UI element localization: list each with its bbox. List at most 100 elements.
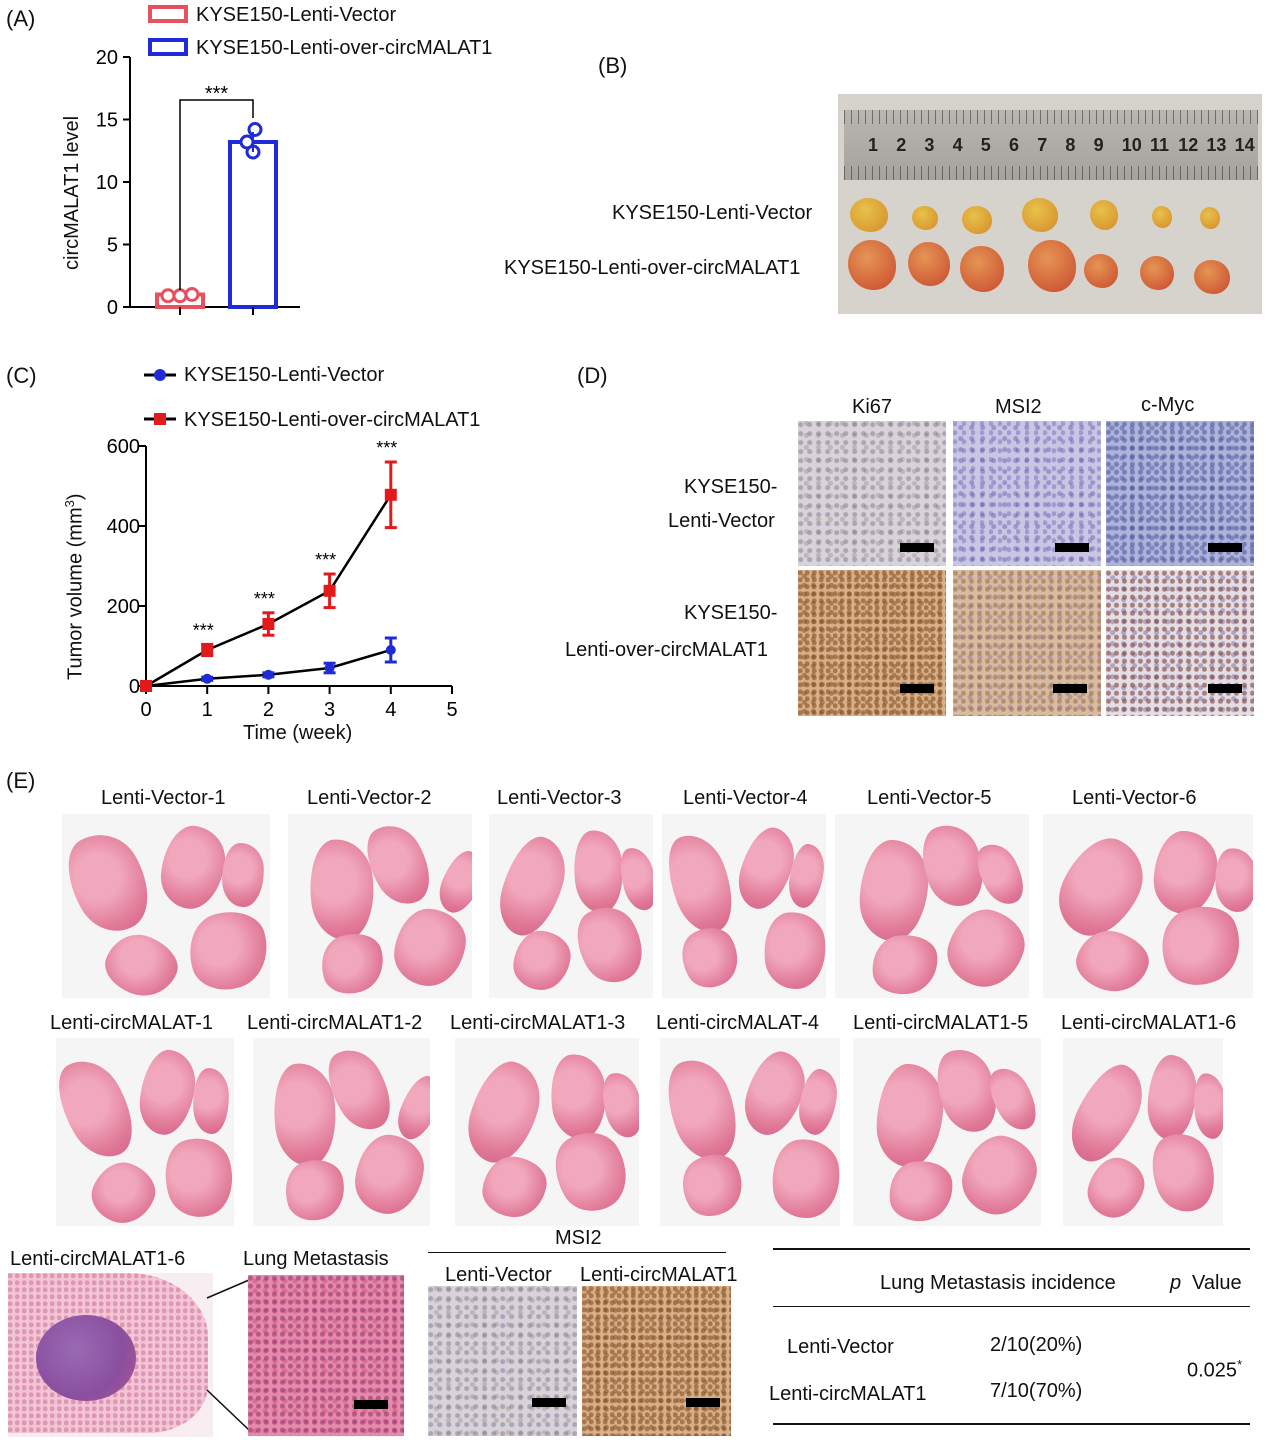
lung-lobe bbox=[569, 826, 629, 916]
zoom-connector-lines bbox=[206, 1279, 250, 1431]
data-point bbox=[160, 288, 176, 304]
lung-lobe bbox=[155, 1129, 234, 1225]
y-axis-label-c: Tumor volume (mm3) bbox=[62, 493, 87, 680]
ihc-vector-msi2 bbox=[953, 421, 1101, 566]
lung-label-circ-3: Lenti-circMALAT1-3 bbox=[450, 1012, 626, 1034]
lung-label-circ-4: Lenti-circMALAT-4 bbox=[656, 1012, 820, 1034]
ihc-over-cmyc bbox=[1106, 570, 1254, 716]
tumor-vector bbox=[1022, 198, 1058, 232]
ruler-number: 1 bbox=[868, 135, 879, 155]
significance-label: *** bbox=[254, 589, 275, 609]
table-bottom-rule bbox=[773, 1423, 1250, 1425]
lung-label-vector-3: Lenti-Vector-3 bbox=[497, 787, 622, 809]
lung-lobe bbox=[390, 904, 470, 990]
ruler-number: 9 bbox=[1093, 135, 1104, 155]
tumor-vector bbox=[1152, 206, 1172, 228]
ihc-row2-line1: KYSE150- bbox=[684, 602, 778, 624]
legend-markers-c bbox=[144, 369, 176, 425]
lung-lobe bbox=[84, 1154, 163, 1226]
lung-section-vector-6 bbox=[1043, 814, 1253, 998]
lung-lobe bbox=[954, 1127, 1041, 1224]
tumor-vector bbox=[962, 206, 992, 234]
lung-section-circ-1 bbox=[56, 1038, 234, 1226]
tumor-row-label-vector: KYSE150-Lenti-Vector bbox=[612, 202, 813, 224]
table-header-incidence: Lung Metastasis incidence bbox=[880, 1272, 1116, 1294]
data-point bbox=[184, 287, 200, 302]
lung-lobe bbox=[1146, 1054, 1198, 1141]
panel-a-letter: (A) bbox=[6, 6, 36, 31]
lung-lobe bbox=[660, 1049, 751, 1169]
lung-label-vector-4: Lenti-Vector-4 bbox=[683, 787, 808, 809]
tumor-over bbox=[908, 242, 950, 286]
lung-lobe bbox=[97, 925, 185, 998]
lung-label-vector-6: Lenti-Vector-6 bbox=[1072, 787, 1197, 809]
y-tick-label: 15 bbox=[96, 110, 118, 132]
lung-lobe bbox=[662, 826, 746, 942]
panel-e-letter: (E) bbox=[6, 768, 36, 793]
lung-lobe bbox=[940, 901, 1029, 996]
msi2-title-rule bbox=[428, 1252, 726, 1253]
lung-label-circ-1: Lenti-circMALAT-1 bbox=[50, 1012, 214, 1034]
legend-label-vector: KYSE150-Lenti-Vector bbox=[196, 4, 397, 26]
significance-label: *** bbox=[205, 83, 229, 105]
y-tick-label: 0 bbox=[107, 297, 118, 319]
data-point bbox=[202, 673, 213, 684]
lung-lobe bbox=[1046, 826, 1156, 949]
tumor-vector bbox=[850, 198, 888, 232]
zoom-lung-label: Lenti-circMALAT1-6 bbox=[10, 1248, 186, 1270]
line-chart-c: 0 200 400 600 0 1 2 3 4 5 *** *** *** *** bbox=[107, 436, 458, 721]
lung-label-vector-2: Lenti-Vector-2 bbox=[307, 787, 432, 809]
tumor-over bbox=[1028, 240, 1076, 292]
lung-label-circ-2: Lenti-circMALAT1-2 bbox=[247, 1012, 423, 1034]
y-tick-label: 400 bbox=[107, 516, 140, 538]
table-top-rule bbox=[773, 1248, 1250, 1250]
lung-label-vector-1: Lenti-Vector-1 bbox=[101, 787, 226, 809]
lung-lobe bbox=[1140, 1124, 1223, 1221]
data-point bbox=[385, 645, 396, 655]
tumor-over bbox=[960, 246, 1004, 292]
lung-section-circ-4 bbox=[660, 1038, 840, 1226]
msi2-col-vector: Lenti-Vector bbox=[445, 1264, 552, 1286]
lung-label-circ-5: Lenti-circMALAT1-5 bbox=[853, 1012, 1029, 1034]
lung-lobe bbox=[136, 1047, 200, 1138]
tumor-over bbox=[848, 240, 896, 290]
lung-lobe bbox=[1081, 1151, 1151, 1225]
lung-lobe bbox=[1063, 1054, 1155, 1172]
panel-b-letter: (B) bbox=[598, 53, 628, 78]
legend-c-vector: KYSE150-Lenti-Vector bbox=[184, 364, 385, 386]
y-tick-label: 200 bbox=[107, 596, 140, 618]
lung-lobe bbox=[432, 845, 472, 919]
metastasis-he-image bbox=[248, 1275, 404, 1436]
y-tick-label: 10 bbox=[96, 172, 118, 194]
y-tick-label: 20 bbox=[96, 47, 118, 69]
lung-section-vector-4 bbox=[662, 814, 826, 998]
lung-section-vector-5 bbox=[835, 814, 1029, 998]
tumor-over bbox=[1084, 254, 1118, 288]
metastasis-focus bbox=[36, 1315, 136, 1401]
significance-bracket bbox=[179, 99, 254, 290]
lung-lobe bbox=[510, 927, 573, 993]
x-tick-label: 1 bbox=[202, 699, 213, 721]
y-tick-label: 0 bbox=[129, 676, 140, 698]
tumor-over bbox=[1140, 256, 1174, 290]
ruler-number: 14 bbox=[1234, 135, 1255, 155]
significance-label: *** bbox=[376, 438, 397, 458]
ihc-row1-line2: Lenti-Vector bbox=[668, 510, 775, 532]
x-tick-label: 4 bbox=[385, 699, 396, 721]
legend-c-over: KYSE150-Lenti-over-circMALAT1 bbox=[184, 409, 481, 431]
lung-lobe bbox=[858, 838, 930, 943]
significance-label: *** bbox=[193, 620, 214, 640]
lung-metastasis-label: Lung Metastasis bbox=[243, 1248, 389, 1270]
table-p-value: 0.025* bbox=[1187, 1357, 1243, 1382]
data-point bbox=[247, 122, 263, 137]
data-point bbox=[239, 134, 255, 150]
ihc-row1-line1: KYSE150- bbox=[684, 476, 778, 498]
lung-lobe bbox=[670, 1143, 754, 1226]
ihc-col-msi2: MSI2 bbox=[995, 396, 1042, 418]
tumor-vector bbox=[1090, 200, 1118, 230]
tumor-vector bbox=[912, 206, 938, 230]
panel-d-letter: (D) bbox=[577, 363, 608, 388]
legend-label-over: KYSE150-Lenti-over-circMALAT1 bbox=[196, 37, 493, 59]
ruler-number: 2 bbox=[896, 135, 907, 155]
ruler-number: 5 bbox=[980, 135, 991, 155]
